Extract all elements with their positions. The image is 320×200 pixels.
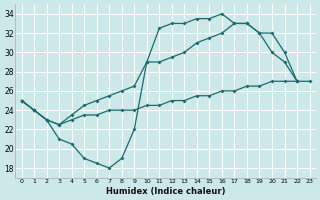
X-axis label: Humidex (Indice chaleur): Humidex (Indice chaleur) (106, 187, 225, 196)
